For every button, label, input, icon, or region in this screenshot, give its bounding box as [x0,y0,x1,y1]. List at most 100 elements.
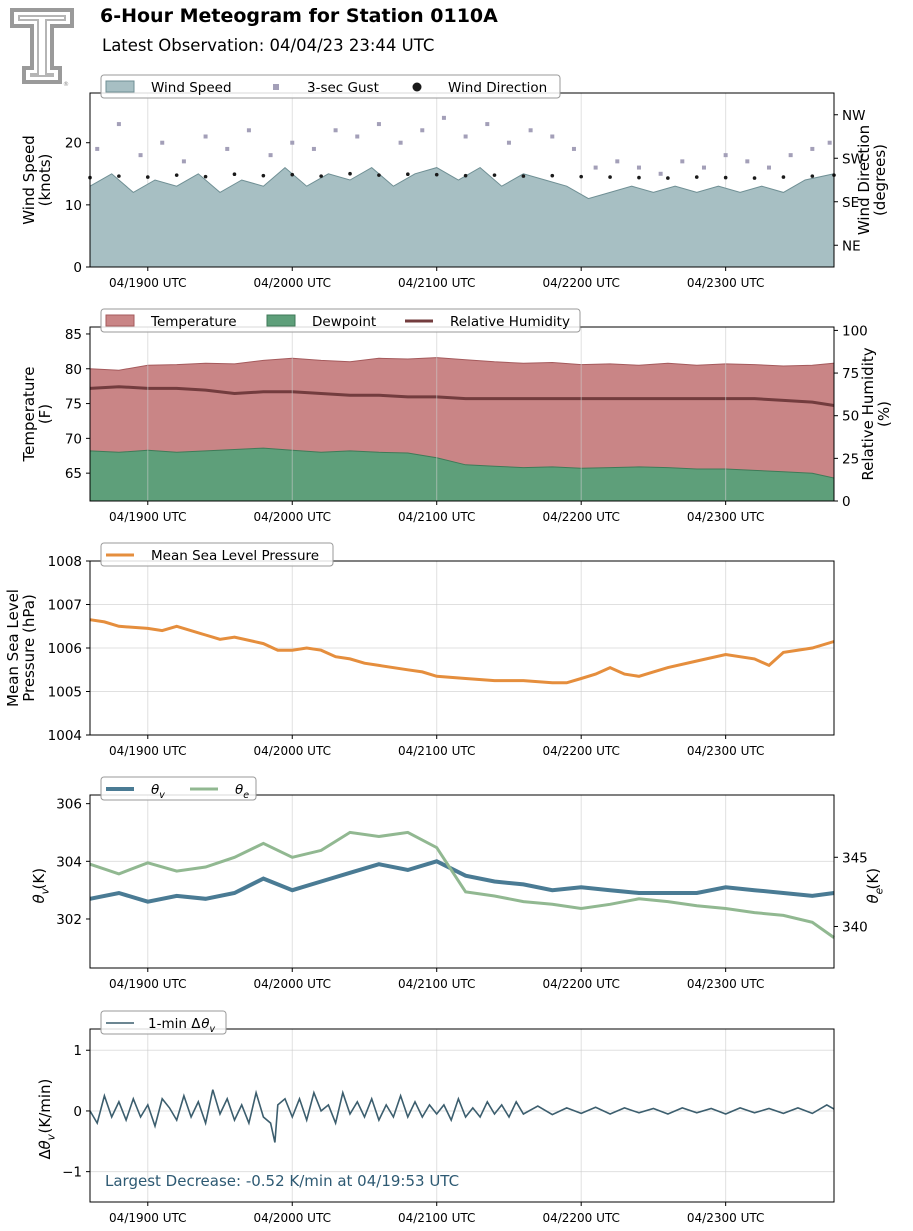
wind-direction-axis-label: Wind Direction(degrees) [855,125,889,235]
y-tick-label: 1 [73,1043,82,1059]
wind-direction-marker [319,174,323,178]
y-tick-label: 0 [73,1104,82,1120]
wind-direction-marker [117,174,121,178]
y2-tick-label: SE [842,195,859,211]
gust-marker [658,171,663,176]
dtheta-panel: 04/1900 UTC 04/2000 UTC 04/2100 UTC 04/2200… [36,1010,835,1225]
gust-marker [376,122,381,127]
page-subtitle: Latest Observation: 04/04/23 23:44 UTC [102,36,435,55]
y-tick-label: 306 [56,797,82,813]
x-tick-label: 04/2200 UTC [542,977,619,991]
gust-marker [550,134,555,139]
wind-speed-axis-label: Wind Speed(knots) [20,135,54,225]
humidity-axis-label: Relative Humidity(%) [859,347,893,480]
wind-panel: 04/1900 UTC 04/2000 UTC 04/2100 UTC 04/2200… [20,74,889,290]
theta-v-axis-label: θv (K) [30,868,52,904]
y-tick-label: 1005 [48,685,82,701]
gust-marker [116,122,121,127]
gust-marker [680,159,685,164]
wind-direction-marker [290,172,295,177]
temperature-panel: 04/1900 UTC 04/2000 UTC 04/2100 UTC 04/2200… [20,308,893,524]
dtheta-axes-frame [89,1028,835,1203]
pressure-legend: Mean Sea Level Pressure [100,542,334,567]
wind-direction-marker [434,172,439,177]
gust-marker [615,159,620,164]
gust-marker [636,165,641,170]
legend-label: Dewpoint [312,314,376,330]
x-tick-label: 04/2000 UTC [254,276,331,290]
x-tick-label: 04/2000 UTC [254,977,331,991]
y2-tick-label: 50 [842,409,859,425]
pressure-legend-frame [100,542,334,567]
gust-marker [745,159,750,164]
y2-tick-label: SW [842,151,864,167]
x-tick-label: 04/2200 UTC [542,744,619,758]
gust-marker [593,165,598,170]
dtheta-axis-symbol: θv [36,1133,58,1149]
wind-direction-marker [781,175,786,179]
gust-marker [333,128,338,133]
wind-direction-marker [463,173,468,178]
gust-marker [701,165,706,170]
x-tick-label: 04/2100 UTC [398,1211,475,1225]
theta-panel: 04/1900 UTC 04/2000 UTC 04/2100 UTC 04/2200… [30,776,886,991]
gust-marker [138,153,143,158]
theta-e-axis-text: θe [864,888,886,904]
y-tick-label: 1007 [48,598,82,614]
wind-legend-frame [100,74,561,99]
legend-swatch [266,314,296,327]
gust-marker [788,153,793,158]
wind-direction-marker [694,175,699,179]
legend-label: Wind Speed [151,80,232,96]
gust-marker [827,140,832,145]
y-tick-label: 85 [65,327,82,343]
x-tick-label: 04/2000 UTC [254,510,331,524]
y2-tick-label: NE [842,238,861,254]
legend-label: 1-min Δ [148,1016,201,1032]
wind-direction-marker [261,173,266,178]
gust-marker [311,146,316,151]
theta-v-line [89,859,835,904]
x-tick-label: 04/1900 UTC [109,977,186,991]
gust-marker [723,153,728,158]
x-tick-label: 04/2100 UTC [398,977,475,991]
x-tick-label: 04/1900 UTC [109,276,186,290]
theta-e-axis-unit: (K) [864,868,882,890]
legend-label: Mean Sea Level Pressure [151,548,319,564]
gust-marker [225,146,230,151]
legend-label: Temperature [150,314,237,330]
legend-swatch [412,82,422,92]
wind-legend: Wind Speed 3-sec Gust Wind Direction [100,74,561,99]
pressure-axis-label: Mean Sea LevelPressure (hPa) [4,589,38,707]
wind-direction-marker [666,176,670,180]
gust-marker [181,159,186,164]
dtheta-axis-delta: Δ [36,1149,54,1160]
dtheta-legend-frame [100,1010,227,1035]
x-tick-label: 04/2300 UTC [687,744,764,758]
x-tick-label: 04/2200 UTC [542,276,619,290]
dewpoint-area [89,447,835,502]
y-tick-label: 10 [65,198,82,214]
x-tick-label: 04/2300 UTC [687,1211,764,1225]
logo-trademark: ® [63,81,69,88]
temperature-axis-label: Temperature(F) [20,366,54,462]
wind-direction-marker [608,175,612,179]
temperature-legend: Temperature Dewpoint Relative Humidity [100,308,581,333]
wind-direction-marker [145,175,150,179]
wind-speed-area [89,166,835,268]
y-tick-label: 1008 [48,554,82,570]
y2-tick-label: 0 [842,494,851,510]
gust-marker [766,165,771,170]
y-tick-label: 65 [65,466,82,482]
wind-direction-marker [174,173,179,177]
x-tick-label: 04/2200 UTC [542,510,619,524]
dtheta-axis-unit: (K/min) [36,1079,54,1134]
y-tick-label: 302 [56,912,82,928]
gust-marker [355,134,360,139]
legend-label: 3-sec Gust [307,80,379,96]
wind-direction-marker [723,175,728,180]
wind-direction-marker [550,173,555,178]
x-tick-label: 04/2000 UTC [254,744,331,758]
y2-tick-label: 75 [842,366,859,382]
y-tick-label: 1006 [48,641,82,657]
